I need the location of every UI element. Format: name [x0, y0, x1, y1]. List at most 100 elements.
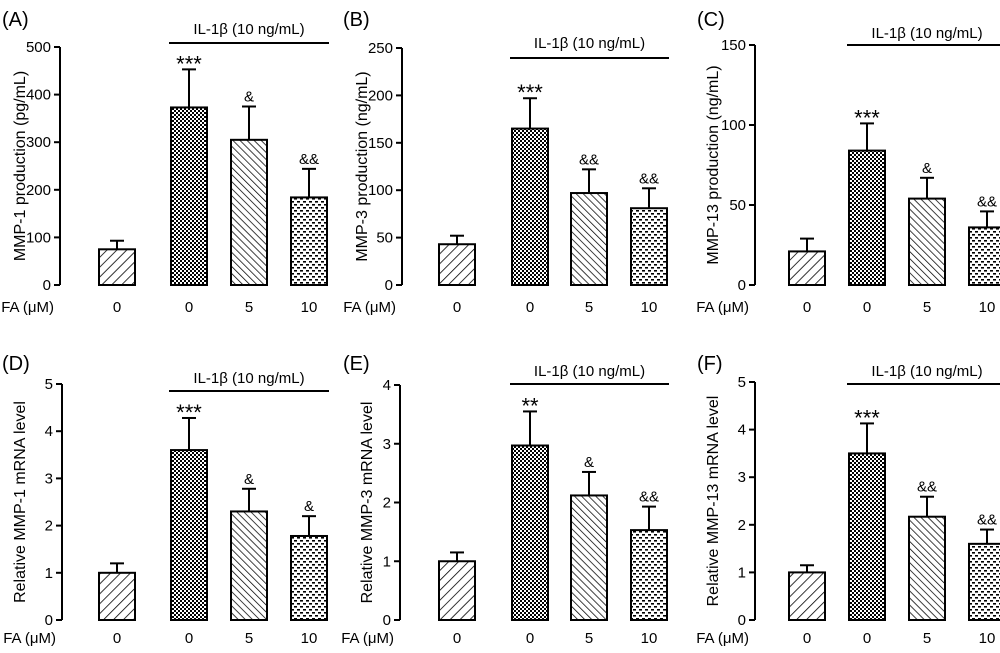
x-tick-label: 0 [185, 299, 193, 316]
bar [290, 534, 328, 622]
bar [511, 127, 549, 286]
significance-label: *** [854, 105, 880, 130]
y-axis-label: MMP-1 production (pg/mL) [12, 71, 29, 261]
significance-label: && [917, 479, 937, 496]
y-tick-label: 200 [368, 87, 393, 104]
y-tick-label: 0 [45, 612, 53, 629]
bar [908, 515, 946, 622]
significance-label: && [977, 193, 997, 210]
y-tick-label: 2 [738, 517, 746, 534]
x-tick-label: 0 [453, 630, 461, 647]
y-tick-label: 5 [45, 376, 53, 393]
x-axis-prefix: FA (μM) [343, 299, 396, 316]
x-tick-label: 5 [585, 630, 593, 647]
treatment-label: IL-1β (10 ng/mL) [534, 363, 645, 380]
y-axis-label: MMP-13 production (ng/mL) [705, 65, 722, 264]
treatment-label: IL-1β (10 ng/mL) [193, 21, 304, 38]
x-tick-label: 10 [979, 299, 996, 316]
x-axis-prefix: FA (μM) [696, 630, 749, 647]
bar [570, 192, 608, 287]
y-axis-label: Relative MMP-3 mRNA level [359, 402, 376, 604]
x-tick-label: 10 [979, 630, 996, 647]
significance-label: *** [176, 51, 202, 76]
y-tick-label: 500 [26, 39, 51, 56]
y-tick-label: 3 [45, 470, 53, 487]
y-tick-label: 150 [721, 37, 746, 54]
panel-letter: (B) [343, 9, 370, 31]
y-tick-label: 50 [376, 230, 393, 247]
y-tick-label: 300 [26, 134, 51, 151]
chart-panel-a: (A)MMP-1 production (pg/mL)0100200300400… [1, 9, 329, 316]
x-tick-label: 0 [453, 299, 461, 316]
bar [511, 444, 549, 622]
y-tick-label: 0 [383, 612, 391, 629]
y-tick-label: 150 [368, 135, 393, 152]
significance-label: *** [517, 80, 543, 105]
x-tick-label: 5 [923, 630, 931, 647]
y-axis-label: Relative MMP-13 mRNA level [705, 396, 722, 607]
bar [630, 529, 668, 621]
y-tick-label: 100 [26, 229, 51, 246]
x-tick-label: 10 [301, 630, 318, 647]
panel-letter: (C) [697, 9, 725, 31]
significance-label: & [244, 89, 254, 106]
significance-label: && [639, 170, 659, 187]
x-tick-label: 0 [803, 299, 811, 316]
x-tick-label: 0 [113, 630, 121, 647]
y-tick-label: 1 [45, 565, 53, 582]
chart-panel-c: (C)MMP-13 production (ng/mL)050100150IL-… [696, 9, 1000, 316]
y-tick-label: 3 [738, 469, 746, 486]
panel-letter: (E) [343, 353, 370, 375]
treatment-label: IL-1β (10 ng/mL) [534, 35, 645, 52]
x-axis-prefix: FA (μM) [341, 630, 394, 647]
x-tick-label: 0 [113, 299, 121, 316]
x-axis-prefix: FA (μM) [1, 299, 54, 316]
bar [848, 149, 886, 286]
bar [968, 226, 1000, 286]
significance-label: && [977, 512, 997, 529]
y-tick-label: 0 [738, 612, 746, 629]
bar [170, 449, 208, 621]
panel-letter: (A) [2, 9, 29, 31]
y-tick-label: 1 [738, 564, 746, 581]
x-tick-label: 10 [641, 299, 658, 316]
significance-label: *** [854, 405, 880, 430]
x-tick-label: 0 [185, 630, 193, 647]
y-tick-label: 0 [385, 277, 393, 294]
significance-label: && [299, 151, 319, 168]
x-tick-label: 0 [863, 299, 871, 316]
chart-panel-f: (F) Relative MMP-13 mRNA level 0 1 2 3 4 5 IL-1β… [696, 353, 1000, 647]
bar [788, 250, 826, 286]
significance-label: && [639, 489, 659, 506]
chart-panel-b: (B)MMP-3 production (ng/mL)0501001502002… [343, 9, 669, 316]
treatment-label: IL-1β (10 ng/mL) [193, 370, 304, 387]
bar [230, 138, 268, 286]
significance-label: ** [521, 393, 539, 418]
significance-label: *** [176, 400, 202, 425]
y-axis-label: MMP-3 production (ng/mL) [354, 71, 371, 261]
x-tick-label: 5 [245, 630, 253, 647]
y-tick-label: 250 [368, 40, 393, 57]
x-tick-label: 0 [863, 630, 871, 647]
treatment-label: IL-1β (10 ng/mL) [871, 363, 982, 380]
y-tick-label: 1 [383, 553, 391, 570]
x-axis-prefix: FA (μM) [696, 299, 749, 316]
chart-panel-d: (D) Relative MMP-1 mRNA level 0 1 2 3 4 5 IL-1β … [2, 353, 329, 647]
significance-label: & [584, 454, 594, 471]
y-tick-label: 100 [368, 182, 393, 199]
bar [98, 248, 136, 287]
bar [170, 106, 208, 287]
bar [788, 571, 826, 622]
bar [230, 510, 268, 621]
panel-letter: (D) [2, 353, 30, 375]
x-tick-label: 5 [245, 299, 253, 316]
y-tick-label: 4 [383, 377, 391, 394]
y-axis-label: Relative MMP-1 mRNA level [12, 401, 29, 603]
y-tick-label: 2 [383, 495, 391, 512]
bar [438, 560, 476, 621]
bar [848, 452, 886, 621]
y-tick-label: 3 [383, 436, 391, 453]
x-tick-label: 0 [526, 299, 534, 316]
x-tick-label: 10 [301, 299, 318, 316]
y-tick-label: 0 [43, 277, 51, 294]
